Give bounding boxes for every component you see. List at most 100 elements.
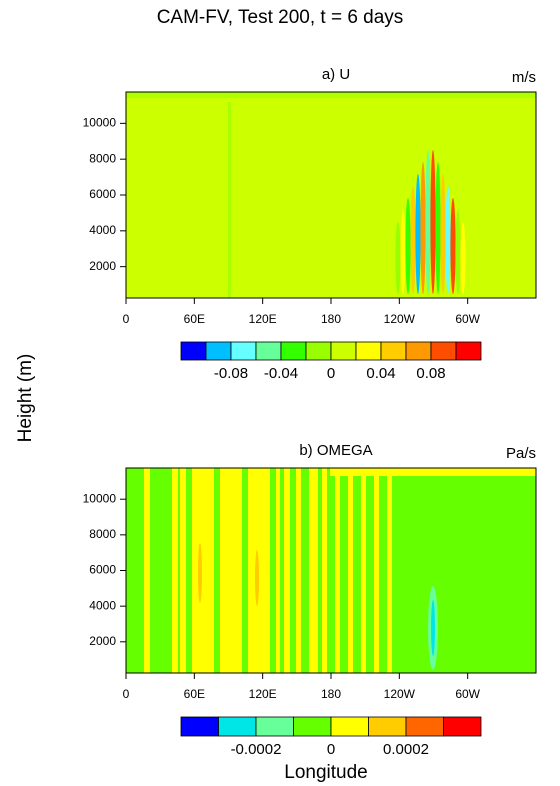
field-stripe [374,468,379,673]
y-tick-label: 10000 [83,491,117,505]
colorbar-label: 0.04 [366,365,395,382]
field-stripe [144,468,150,673]
x-tick-label: 180 [321,687,341,701]
colorbar-label: 0.08 [416,365,445,382]
colorbar-box [368,716,407,737]
colorbar-box [330,716,369,737]
field-cell [415,174,421,294]
field-stripe [361,468,366,673]
field-stripe [228,468,234,673]
field-cell [198,543,202,603]
colorbar-label: -0.04 [264,365,298,382]
units: Pa/s [506,445,536,462]
field-stripe [284,468,290,673]
field-cell [445,186,451,294]
field-stripe [322,468,327,673]
panel-title: a) U [322,66,350,83]
colorbar-box [430,341,457,361]
field-stripe [312,468,318,673]
field-stripe [256,468,262,673]
x-axis-label: Longitude [284,762,367,783]
x-tick-label: 120W [384,312,416,326]
field-cell [430,150,436,294]
x-tick-label: 0 [123,312,130,326]
field-cell [450,198,456,294]
x-tick-label: 120E [249,312,277,326]
colorbar-box [218,716,257,737]
colorbar-box [405,341,432,361]
x-tick-label: 60E [184,687,205,701]
colorbar-box [330,341,357,361]
field-bg [126,92,536,298]
colorbar-label: 0.0002 [383,741,429,758]
colorbar-box [280,341,307,361]
field-stripe [242,468,248,673]
field-stripe [214,468,220,673]
y-tick-label: 6000 [89,563,116,577]
y-tick-label: 4000 [89,598,116,612]
x-tick-label: 60W [455,312,480,326]
colorbar-box [305,341,332,361]
colorbar-label: -0.0002 [231,741,282,758]
x-tick-label: 60E [184,312,205,326]
colorbar-box [180,341,207,361]
field-cell [405,198,411,294]
colorbar-box [380,341,407,361]
colorbar-label: 0 [327,365,335,382]
x-tick-label: 180 [321,312,341,326]
colorbar-box [455,341,482,361]
field-stripe [200,468,206,673]
y-tick-label: 6000 [89,187,116,201]
units: m/s [512,69,536,86]
x-tick-label: 0 [123,687,130,701]
colorbar-box [355,341,382,361]
y-tick-label: 10000 [83,116,117,130]
x-tick-label: 60W [455,687,480,701]
panel-title: b) OMEGA [299,442,372,459]
colorbar-box [255,341,282,361]
y-tick-label: 2000 [89,259,116,273]
field-cell [425,150,431,294]
x-tick-label: 120W [384,687,416,701]
x-tick-label: 120E [249,687,277,701]
field-cell [455,210,461,294]
field-line [228,102,231,298]
field-cell [440,174,446,294]
colorbar-box [255,716,294,737]
field-cell [400,210,406,294]
field-stripe [387,468,392,673]
field-band [126,92,536,98]
contour-field [126,468,536,673]
field-cell [255,550,259,606]
field-cell [395,222,401,294]
field-stripe [158,468,164,673]
colorbar-box [180,716,219,737]
field-cell [420,162,426,294]
contour-field [126,92,536,298]
colorbar-box [293,716,332,737]
figure-title: CAM-FV, Test 200, t = 6 days [157,7,404,28]
colorbar-box [405,716,444,737]
y-tick-label: 8000 [89,527,116,541]
colorbar-box [205,341,232,361]
colorbar-label: 0 [327,741,335,758]
field-cell [431,600,435,656]
field-stripe [296,468,301,673]
field-stripe [309,468,314,673]
field-stripe [335,468,340,673]
field-stripe [130,468,136,673]
field-stripe [270,468,276,673]
y-tick-label: 2000 [89,634,116,648]
colorbar-box [230,341,257,361]
colorbar-label: -0.08 [214,365,248,382]
field-stripe [172,468,178,673]
field-cell [435,162,441,294]
field-cell [410,186,416,294]
y-axis-label: Height (m) [15,354,36,443]
field-cell [460,222,466,294]
field-top [330,468,536,476]
field-stripe [186,468,192,673]
y-tick-label: 4000 [89,223,116,237]
field-stripe [348,468,353,673]
